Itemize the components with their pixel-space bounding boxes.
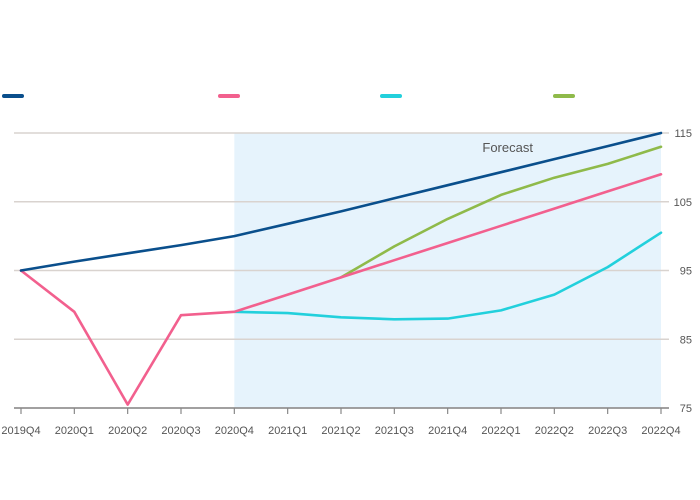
x-tick-label: 2020Q3 — [161, 425, 200, 437]
series-line-3 — [233, 231, 663, 321]
legend-swatch-series-4 — [553, 94, 575, 98]
y-tick-label: 75 — [680, 403, 692, 415]
y-tick-label: 85 — [680, 334, 692, 346]
series-line-4 — [339, 145, 663, 279]
x-tick-label: 2021Q3 — [375, 425, 414, 437]
x-tick-label: 2022Q3 — [588, 425, 627, 437]
x-tick-label: 2020Q4 — [215, 425, 254, 437]
legend-swatch-series-3 — [380, 94, 402, 98]
x-tick-label: 2021Q2 — [321, 425, 360, 437]
y-tick-label: 95 — [680, 266, 692, 278]
y-tick-label: 105 — [674, 197, 692, 209]
x-tick-label: 2020Q2 — [108, 425, 147, 437]
legend-item-series-2 — [218, 86, 246, 106]
y-tick-label: 115 — [674, 128, 692, 140]
x-tick-label: 2021Q4 — [428, 425, 467, 437]
x-tick-label: 2022Q4 — [641, 425, 680, 437]
x-tick-label: 2020Q1 — [55, 425, 94, 437]
legend-item-series-3 — [380, 86, 408, 106]
legend — [0, 86, 700, 110]
x-tick-label: 2021Q1 — [268, 425, 307, 437]
series-line-1 — [19, 131, 663, 272]
forecast-label: Forecast — [482, 140, 533, 155]
x-tick-label: 2022Q1 — [481, 425, 520, 437]
legend-swatch-series-2 — [218, 94, 240, 98]
x-tick-label: 2019Q4 — [1, 425, 40, 437]
legend-swatch-series-1 — [2, 94, 24, 98]
legend-item-series-4 — [553, 86, 581, 106]
x-tick-label: 2022Q2 — [535, 425, 574, 437]
series-line-2 — [19, 173, 663, 406]
legend-item-series-1 — [2, 86, 30, 106]
